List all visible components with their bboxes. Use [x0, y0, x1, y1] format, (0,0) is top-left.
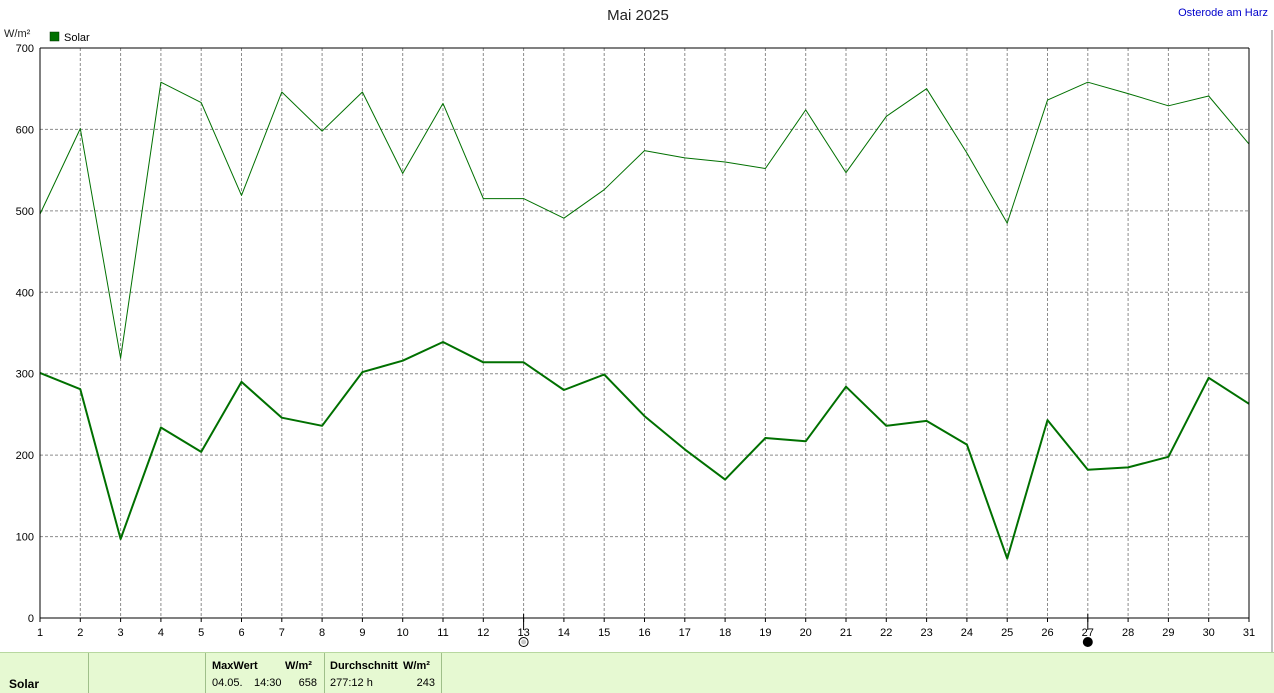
x-tick-label: 11 [437, 627, 448, 639]
series-layer [39, 81, 1250, 560]
series-line-daily-max [39, 81, 1250, 359]
series-line-daily-mean [39, 341, 1250, 560]
footer-series-cell: Solar [0, 653, 89, 693]
x-tick-label: 18 [719, 627, 731, 639]
y-axis-unit: W/m² [4, 28, 31, 40]
grid [40, 47, 1249, 618]
y-tick-label: 700 [16, 43, 34, 55]
footer-series-name: Solar [9, 677, 40, 691]
max-time: 14:30 [254, 677, 282, 689]
x-tick-label: 17 [679, 627, 691, 639]
summary-footer: Solar MaxWert W/m² 04.05. 14:30 658 Durc… [0, 652, 1274, 693]
y-tick-label: 600 [16, 124, 34, 136]
y-tick-label: 400 [16, 287, 34, 299]
x-tick-label: 22 [880, 627, 892, 639]
x-tick-label: 28 [1122, 627, 1134, 639]
x-tick-label: 24 [961, 627, 973, 639]
avg-value: 243 [416, 677, 435, 689]
x-tick-label: 4 [158, 627, 164, 639]
x-tick-label: 20 [800, 627, 812, 639]
max-date: 04.05. [212, 677, 243, 689]
x-tick-label: 7 [279, 627, 285, 639]
max-value: 658 [298, 677, 317, 689]
x-tick-label: 12 [477, 627, 489, 639]
y-tick-label: 100 [16, 532, 34, 544]
x-tick-label: 27 [1082, 627, 1094, 639]
solar-chart: Mai 2025 Osterode am Harz W/m² Solar 0 10… [4, 7, 1273, 652]
footer-max-cell: MaxWert W/m² 04.05. 14:30 658 [206, 653, 325, 693]
moon-markers [518, 614, 1093, 647]
new-moon-icon [1082, 637, 1093, 647]
x-tick-label: 16 [638, 627, 650, 639]
x-tick-label: 23 [920, 627, 932, 639]
x-tick-label: 25 [1001, 627, 1013, 639]
avg-unit: W/m² [403, 660, 430, 672]
x-tick-label: 6 [238, 627, 244, 639]
x-tick-label: 10 [397, 627, 409, 639]
footer-avg-cell: Durchschnitt W/m² 277:12 h 243 [325, 653, 442, 693]
x-tick-label: 19 [759, 627, 771, 639]
location-label: Osterode am Harz [1178, 7, 1268, 19]
x-tick-label: 15 [598, 627, 610, 639]
x-tick-label: 13 [517, 627, 529, 639]
max-unit: W/m² [285, 660, 312, 672]
avg-header: Durchschnitt [330, 660, 398, 672]
full-moon-icon-inner [521, 639, 527, 645]
x-tick-label: 31 [1243, 627, 1255, 639]
y-tick-label: 200 [16, 450, 34, 462]
legend-label: Solar [64, 32, 90, 44]
x-tick-label: 8 [319, 627, 325, 639]
avg-duration: 277:12 h [330, 677, 373, 689]
chart-title: Mai 2025 [607, 7, 669, 24]
x-tick-label: 30 [1203, 627, 1215, 639]
x-tick-label: 3 [118, 627, 124, 639]
y-tick-label: 500 [16, 206, 34, 218]
y-tick-label: 300 [16, 369, 34, 381]
y-tick-label: 0 [28, 613, 34, 625]
x-tick-label: 26 [1041, 627, 1053, 639]
max-header: MaxWert [212, 660, 258, 672]
x-tick-label: 29 [1162, 627, 1174, 639]
x-tick-label: 2 [77, 627, 83, 639]
x-tick-label: 21 [840, 627, 852, 639]
x-tick-label: 14 [558, 627, 570, 639]
x-tick-label: 9 [359, 627, 365, 639]
legend-swatch [49, 31, 60, 42]
footer-empty-cell [89, 653, 206, 693]
x-tick-label: 1 [37, 627, 43, 639]
x-tick-label: 5 [198, 627, 204, 639]
